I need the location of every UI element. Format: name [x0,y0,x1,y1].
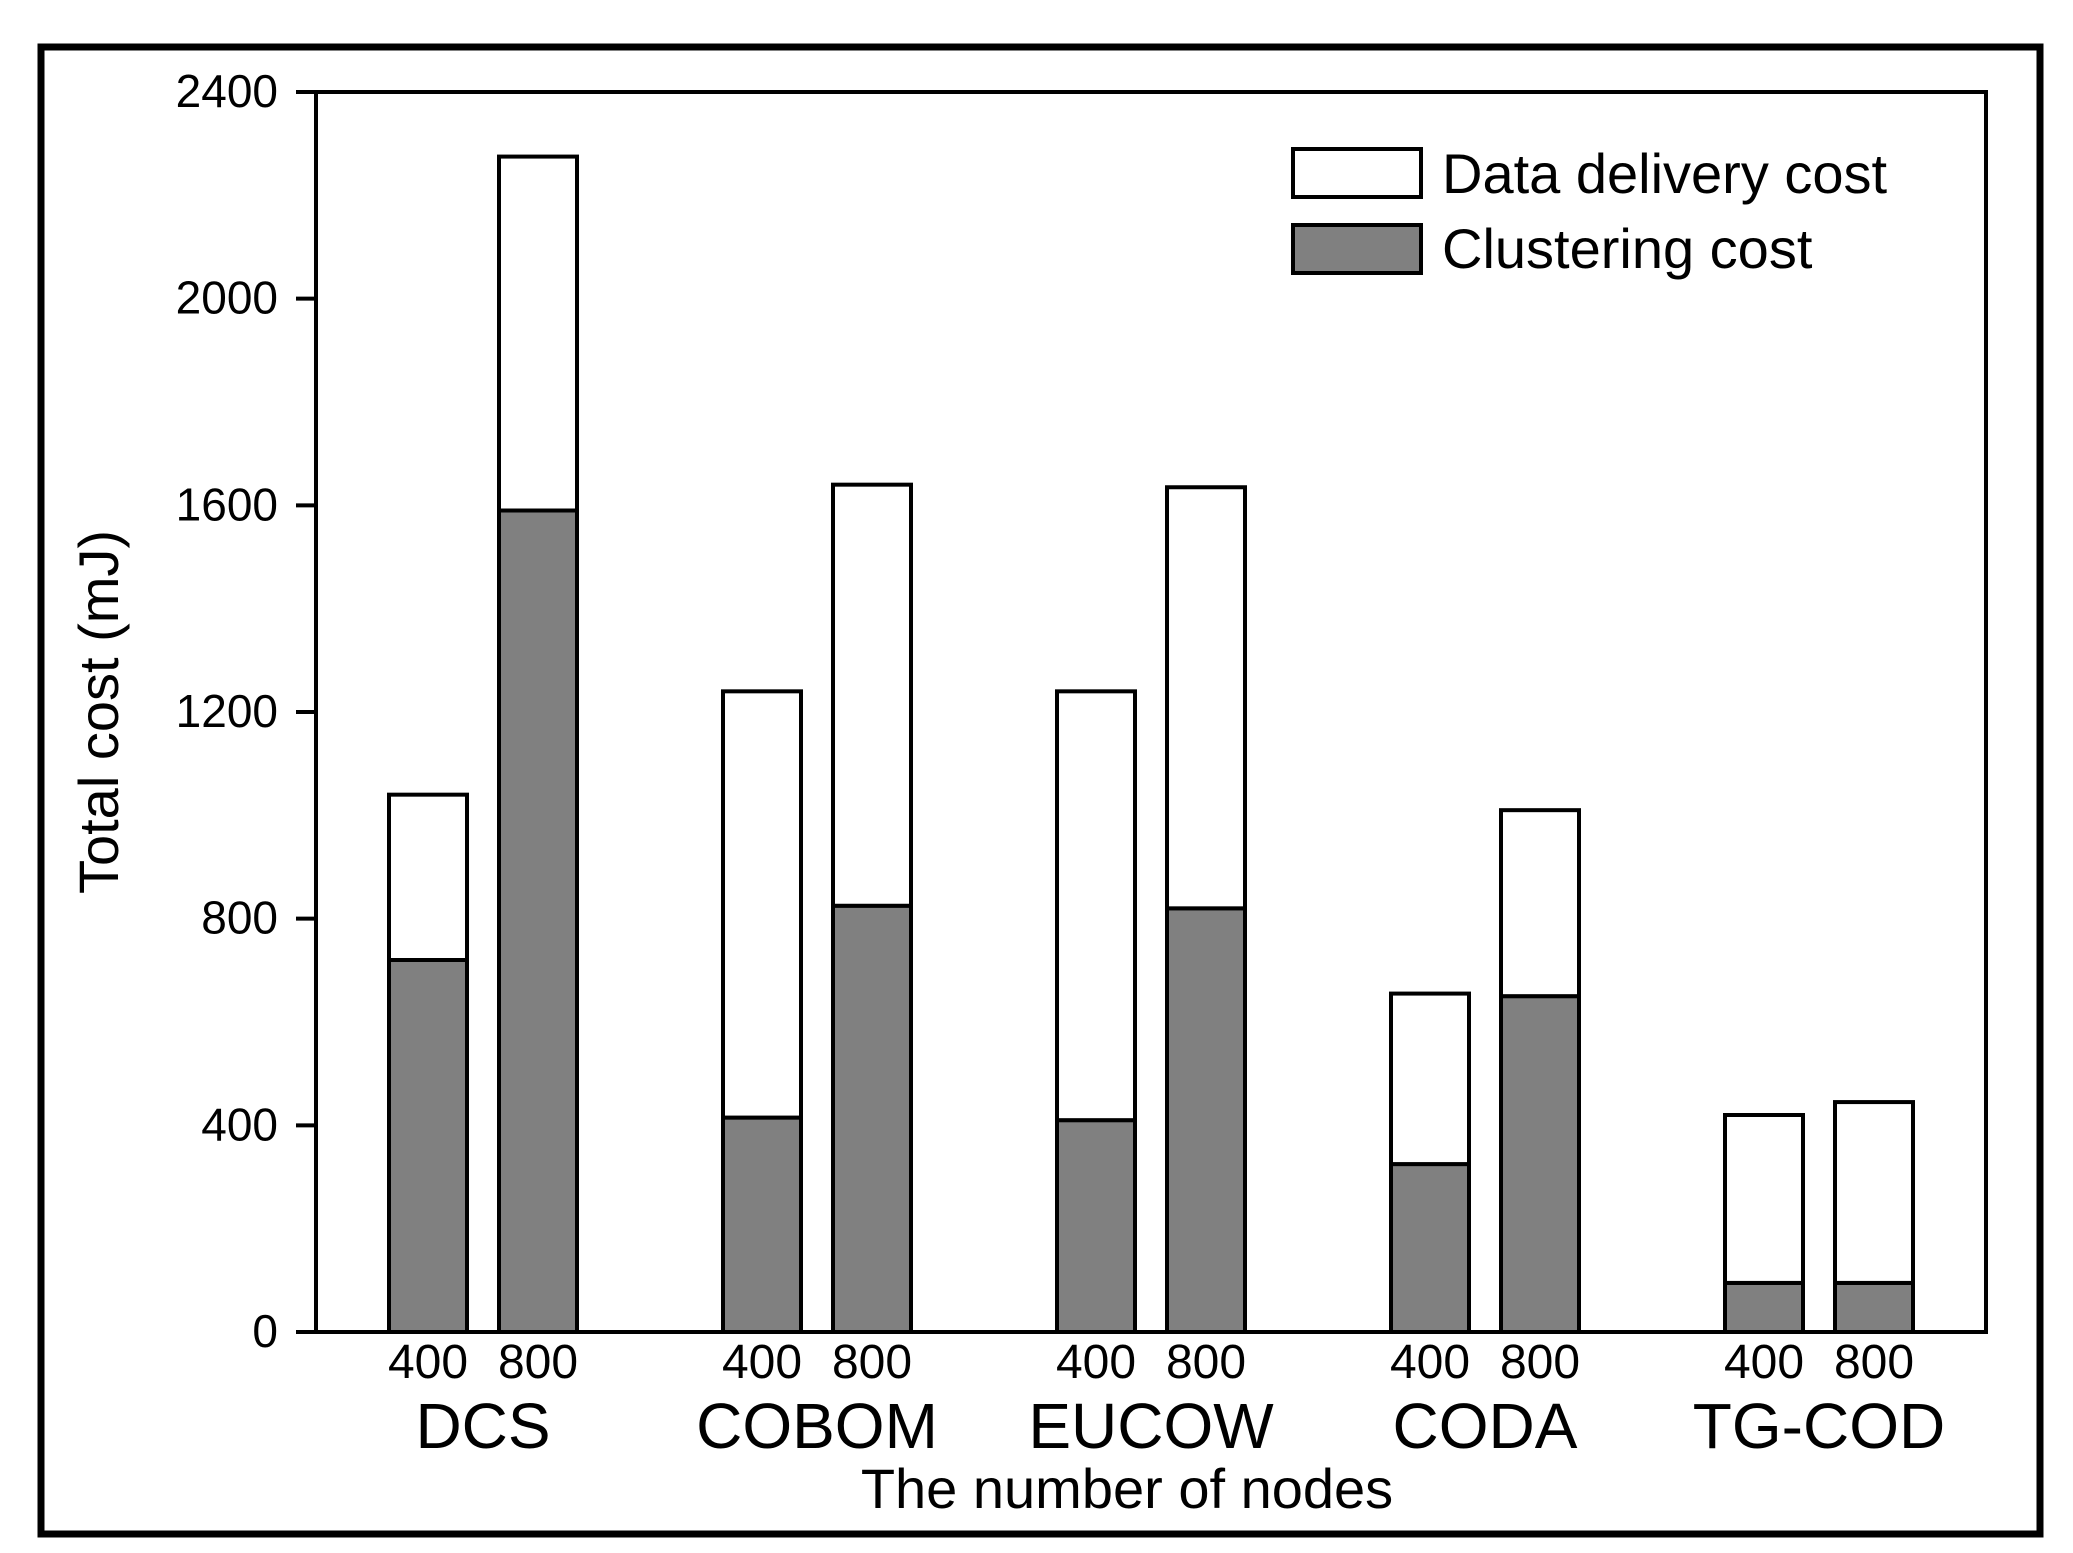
y-tick-label: 1600 [176,478,278,530]
x-subcategory-label: 800 [498,1336,578,1389]
x-group-label: EUCOW [1028,1390,1274,1462]
y-tick-label: 2000 [176,272,278,324]
x-subcategory-label: 800 [1166,1336,1246,1389]
x-axis-title: The number of nodes [861,1457,1393,1520]
bars [387,154,1915,1335]
x-subcategory-label: 400 [722,1336,802,1389]
bar-data-delivery-coda-800 [1499,808,1581,999]
bar-data-delivery-eucow-400 [1055,689,1137,1123]
bar-data-delivery-coda-400 [1389,991,1471,1167]
x-subcategory-label: 400 [388,1336,468,1389]
bar-clustering-cobom-400 [721,1115,803,1335]
bar-data-delivery-tg-cod-400 [1723,1113,1805,1285]
x-subcategory-label: 400 [1056,1336,1136,1389]
bar-clustering-eucow-400 [1055,1118,1137,1334]
y-tick-label: 1200 [176,685,278,737]
y-tick-label: 800 [201,892,278,944]
x-group-label: DCS [415,1390,550,1462]
x-subcategory-label: 800 [1834,1336,1914,1389]
y-axis-title: Total cost (mJ) [67,530,130,894]
x-subcategory-label: 400 [1724,1336,1804,1389]
bar-clustering-tg-cod-800 [1833,1280,1915,1334]
bar-clustering-dcs-800 [497,508,579,1334]
bar-clustering-tg-cod-400 [1723,1280,1805,1334]
y-axis: 0 400 800 1200 1600 2000 2400 [176,65,316,1357]
y-tick-label: 2400 [176,65,278,117]
x-subcategory-label: 400 [1390,1336,1470,1389]
x-group-label: TG-COD [1693,1390,1945,1462]
bar-clustering-coda-800 [1499,994,1581,1335]
legend: Data delivery cost Clustering cost [1291,142,1888,280]
bar-data-delivery-tg-cod-800 [1833,1100,1915,1285]
x-subcategory-label: 800 [1500,1336,1580,1389]
bar-clustering-coda-400 [1389,1162,1471,1335]
x-group-label: COBOM [696,1390,938,1462]
legend-swatch-data-delivery [1291,147,1423,199]
bar-data-delivery-dcs-800 [497,154,579,513]
bar-clustering-dcs-400 [387,958,469,1334]
bar-data-delivery-cobom-400 [721,689,803,1120]
legend-swatch-clustering [1291,223,1423,275]
legend-label-data-delivery: Data delivery cost [1442,142,1888,205]
x-subcategory-label: 800 [832,1336,912,1389]
bar-clustering-cobom-800 [831,903,913,1334]
y-tick-label: 400 [201,1098,278,1150]
bar-clustering-eucow-800 [1165,906,1247,1334]
bar-data-delivery-dcs-400 [387,792,469,963]
y-tick-label: 0 [252,1305,278,1357]
bar-data-delivery-eucow-800 [1165,485,1247,911]
outer-frame [37,43,2044,1538]
bar-data-delivery-cobom-800 [831,482,913,908]
x-group-label: CODA [1393,1390,1578,1462]
legend-label-clustering: Clustering cost [1442,217,1813,280]
